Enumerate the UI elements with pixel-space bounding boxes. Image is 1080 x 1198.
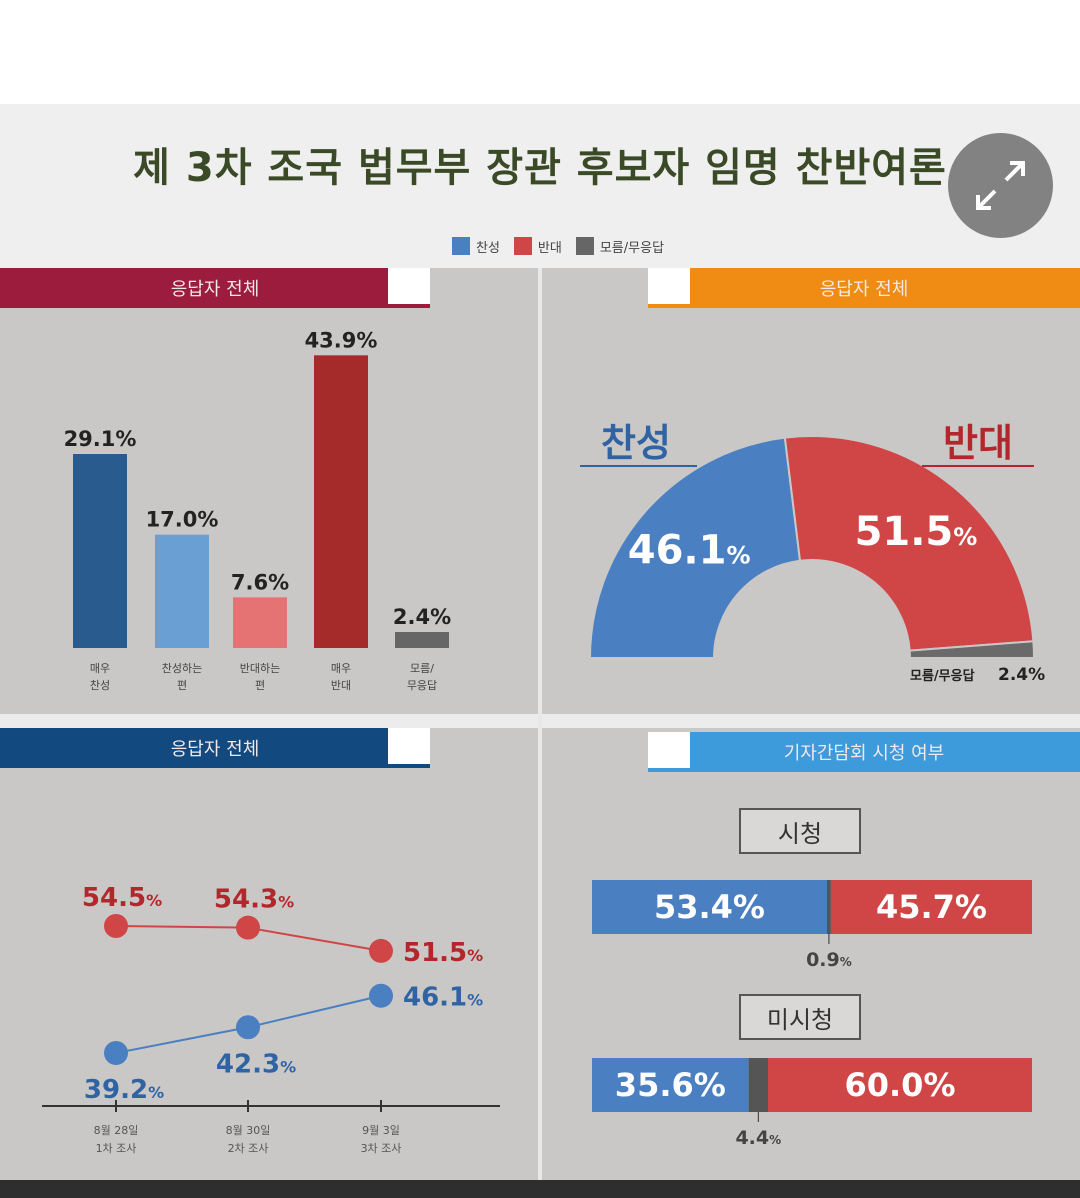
bar-category-label: 반대	[331, 679, 351, 692]
bar-category-label: 찬성	[90, 678, 110, 692]
stacked-value-label: 45.7%	[876, 888, 987, 926]
bar-category-label: 반대하는	[240, 661, 280, 675]
bar-category-label: 무응답	[407, 679, 437, 692]
series-point	[369, 983, 393, 1008]
donut-label-oppose: 반대	[943, 421, 1013, 465]
series-value-label: 54.5%	[82, 883, 162, 913]
panel-header-top-left-label: 응답자 전체	[170, 279, 260, 300]
panel-header-top-right-label: 응답자 전체	[819, 279, 909, 300]
semi-donut-chart: 찬성 반대 46.1% 51.5% 모름/무응답 2.4%	[580, 421, 1045, 685]
bar-category-label: 편	[177, 679, 187, 692]
donut-slice-3	[908, 640, 1036, 659]
panel-header-top-right: 응답자 전체	[648, 268, 1080, 308]
bar-category-label: 매우	[90, 662, 110, 675]
panel-header-bottom-right: 기자간담회 시청 여부	[648, 732, 1080, 772]
x-tick-label-date: 8월 28일	[94, 1123, 139, 1137]
bar-category-label: 편	[255, 679, 265, 692]
legend-swatch-favor	[452, 237, 470, 255]
legend-swatch-unknown	[575, 237, 594, 255]
header-notch	[648, 732, 690, 768]
expand-button[interactable]	[948, 133, 1053, 238]
donut-unknown-value: 2.4%	[998, 665, 1045, 685]
stacked-segment	[592, 1058, 749, 1112]
header-notch	[388, 268, 430, 304]
legend-swatch-oppose	[513, 237, 532, 255]
stacked-value-label: 60.0%	[844, 1066, 955, 1104]
x-tick-label-round: 3차 조사	[361, 1142, 402, 1155]
footer-bar	[0, 1180, 1080, 1198]
stacked-segment	[748, 1058, 768, 1112]
bar-value-label: 43.9%	[305, 328, 378, 352]
series-value-label: 46.1%	[403, 983, 483, 1013]
donut-value-label: 51.5%	[855, 509, 978, 555]
bar-category-label: 모름/	[410, 662, 434, 675]
bar-2	[155, 534, 209, 648]
x-tick-label-round: 2차 조사	[228, 1142, 269, 1155]
x-tick-label-date: 9월 3일	[362, 1123, 400, 1137]
stacked-unknown-label: 4.4%	[735, 1127, 781, 1149]
donut-label-favor: 찬성	[601, 421, 671, 465]
header-notch	[388, 728, 430, 764]
bar-3	[233, 597, 287, 648]
panel-header-top-left: 응답자 전체	[0, 268, 430, 308]
bar-5	[395, 632, 449, 648]
panel-bottom-left	[0, 728, 538, 1180]
stacked-value-label: 53.4%	[654, 888, 765, 926]
series-point	[104, 914, 128, 939]
bar-value-label: 17.0%	[146, 508, 219, 532]
panel-header-bottom-right-label: 기자간담회 시청 여부	[783, 743, 945, 764]
bar-1	[73, 454, 127, 648]
series-point	[236, 1015, 260, 1040]
series-point	[369, 938, 393, 963]
panel-divider-vertical	[538, 268, 542, 1180]
stacked-segment	[592, 880, 827, 934]
category-label-not-watched: 미시청	[739, 994, 861, 1040]
legend-label-oppose: 반대	[537, 240, 562, 256]
stacked-bar-chart-viewing: 53.4% 0.9% 45.7% 35.6% 4.4% 60.0%	[592, 880, 1032, 1149]
series-value-label: 51.5%	[403, 938, 483, 968]
legend-item-favor: 찬성	[452, 237, 500, 256]
category-label-watched: 시청	[739, 808, 861, 854]
line-chart-trend: 8월 28일 1차 조사 8월 30일 2차 조사 9월 3일 3차 조사 54.5% 54.…	[42, 883, 500, 1155]
header-notch	[648, 268, 690, 304]
legend: 찬성 반대 모름/무응답	[452, 236, 664, 256]
bar-4	[314, 355, 368, 648]
series-point	[236, 915, 260, 940]
donut-value-label: 46.1%	[628, 527, 751, 573]
x-tick-label-round: 1차 조사	[96, 1142, 137, 1155]
legend-label-favor: 찬성	[476, 240, 500, 256]
legend-item-oppose: 반대	[513, 237, 562, 256]
donut-slice-1	[588, 436, 802, 659]
bar-category-label: 찬성하는	[162, 661, 202, 675]
donut-slice-2	[783, 435, 1035, 652]
x-tick-label-date: 8월 30일	[226, 1123, 271, 1137]
series-value-label: 39.2%	[84, 1075, 164, 1105]
stacked-segment	[830, 880, 1032, 934]
panel-header-bottom-left: 응답자 전체	[0, 728, 430, 768]
legend-label-unknown: 모름/무응답	[599, 240, 665, 256]
bar-value-label: 29.1%	[64, 427, 137, 451]
stacked-segment	[768, 1058, 1032, 1112]
stacked-value-label: 35.6%	[615, 1066, 726, 1104]
page-title: 제 3차 조국 법무부 장관 후보자 임명 찬반여론	[133, 145, 947, 191]
bar-value-label: 7.6%	[231, 570, 289, 594]
series-value-label: 54.3%	[214, 885, 294, 915]
expand-arrows-icon	[976, 161, 1025, 210]
panel-header-bottom-left-label: 응답자 전체	[170, 739, 260, 760]
stacked-segment	[826, 880, 831, 934]
stacked-unknown-label: 0.9%	[806, 949, 852, 971]
series-point	[104, 1041, 128, 1065]
bar-category-label: 매우	[331, 662, 351, 675]
bar-value-label: 2.4%	[393, 605, 451, 629]
donut-unknown-label: 모름/무응답	[910, 669, 975, 684]
legend-item-unknown: 모름/무응답	[575, 237, 665, 256]
series-value-label: 42.3%	[216, 1049, 296, 1079]
